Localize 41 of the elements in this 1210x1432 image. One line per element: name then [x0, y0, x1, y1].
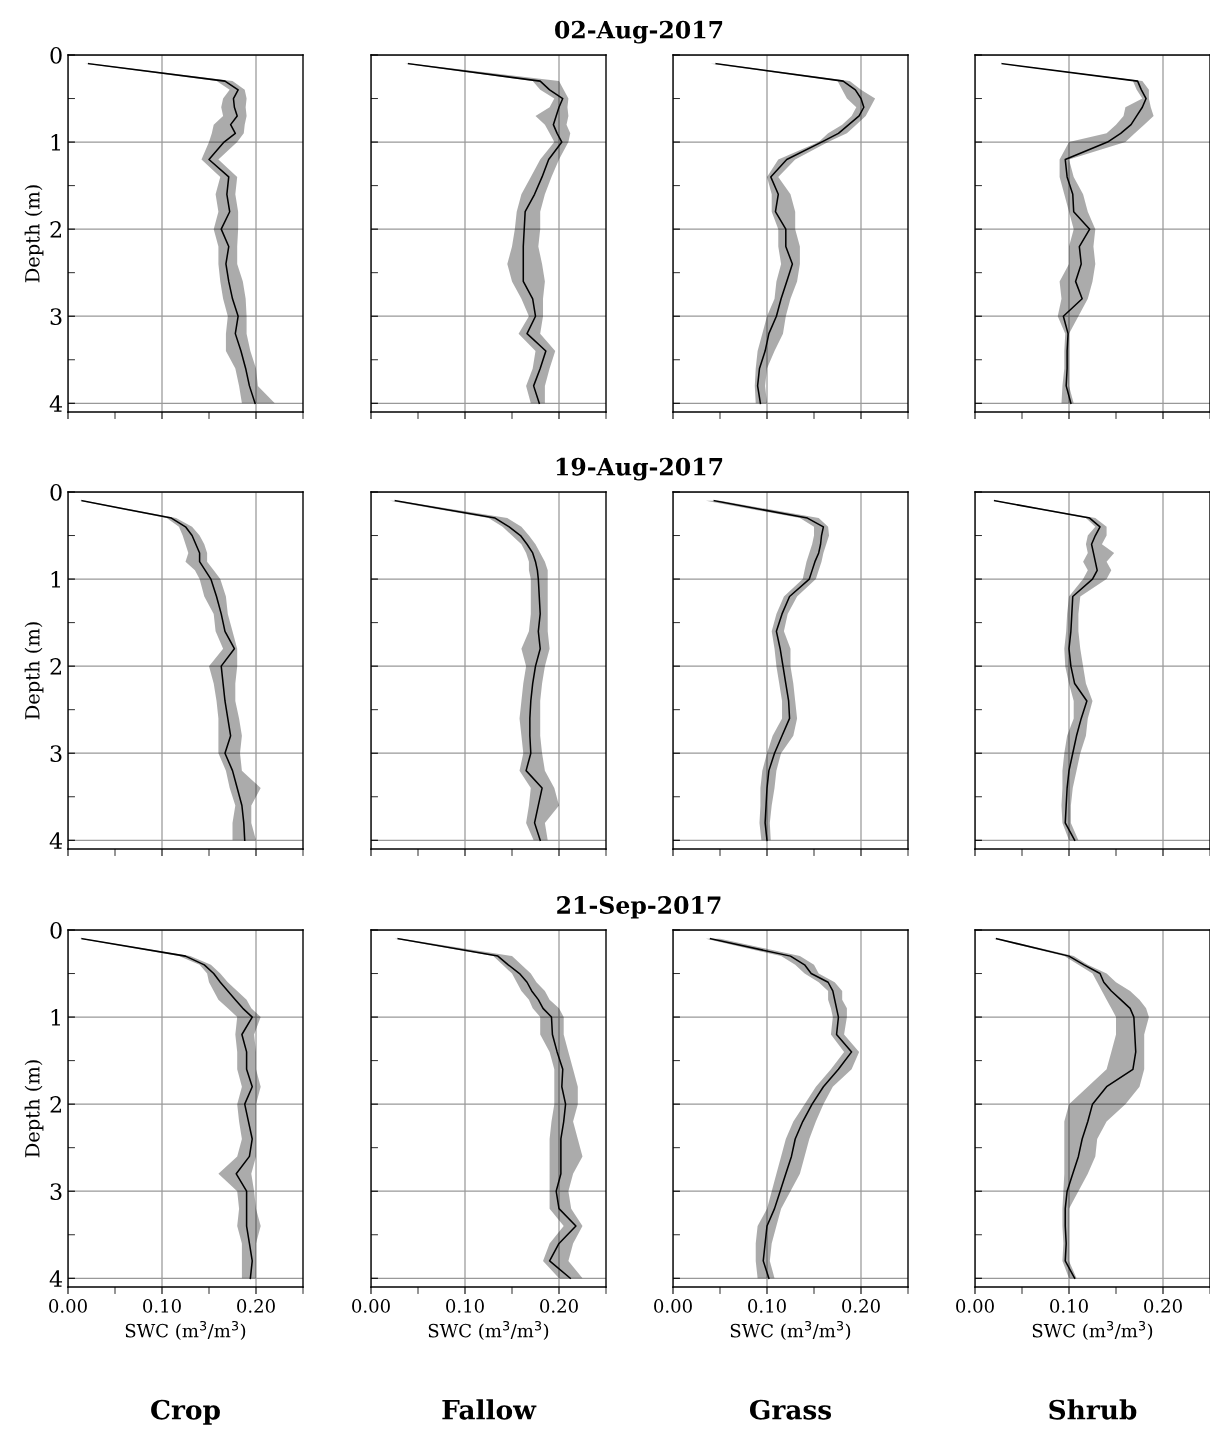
y-tick-label: 4 [49, 1270, 63, 1287]
x-tick-label: 0.20 [540, 1299, 578, 1313]
x-tick-label: 0.00 [654, 1299, 692, 1313]
x-tick-label: 0.00 [956, 1299, 994, 1313]
x-axis-title: SWC (m$^{3}$/m$^{3}$) [1032, 1320, 1153, 1341]
x-tick-label: 0.10 [748, 1299, 786, 1313]
x-axis-title: SWC (m$^{3}$/m$^{3}$) [125, 1320, 246, 1341]
y-tick-label: 2 [50, 221, 61, 238]
text: Shrub [1049, 1399, 1137, 1420]
x-axis-title: SWC (m$^{3}$/m$^{3}$) [428, 1320, 549, 1341]
y-tick-label: 2 [50, 658, 61, 675]
y-tick-label: 3 [50, 1183, 62, 1200]
x-tick-label: 0.00 [49, 1299, 87, 1313]
x-tick-label: 0.20 [1144, 1299, 1182, 1313]
chart-title: 21-Sep-2017 [557, 896, 721, 919]
x-axis-title: SWC (m$^{3}$/m$^{3}$) [730, 1320, 851, 1341]
y-tick-label: 3 [50, 745, 62, 762]
y-tick-label: 0 [50, 483, 62, 501]
chart-title: 02-Aug-2017 [555, 20, 723, 44]
y-tick-label: 1 [51, 1009, 60, 1026]
y-tick-label: 0 [50, 921, 62, 939]
x-tick-label: 0.00 [352, 1299, 390, 1313]
x-tick-label: 0.10 [143, 1299, 181, 1313]
y-tick-label: 3 [50, 308, 62, 325]
y-axis-title: Depth (m) [24, 1060, 44, 1158]
chart-title: 19-Aug-2017 [556, 457, 723, 481]
y-tick-label: 4 [49, 395, 63, 412]
y-tick-label: 0 [50, 46, 62, 64]
y-tick-label: 1 [51, 134, 60, 151]
y-tick-label: 4 [49, 832, 63, 849]
text: Crop [151, 1399, 220, 1425]
y-tick-label: 1 [51, 571, 60, 588]
y-tick-label: 2 [50, 1096, 61, 1113]
text: Grass [749, 1399, 832, 1420]
x-tick-label: 0.10 [446, 1299, 484, 1313]
y-axis-title: Depth (m) [24, 185, 44, 283]
x-tick-label: 0.10 [1050, 1299, 1088, 1313]
x-tick-label: 0.20 [842, 1299, 880, 1313]
y-axis-title: Depth (m) [24, 622, 44, 720]
x-tick-label: 0.20 [237, 1299, 275, 1313]
text: Fallow [442, 1399, 537, 1420]
